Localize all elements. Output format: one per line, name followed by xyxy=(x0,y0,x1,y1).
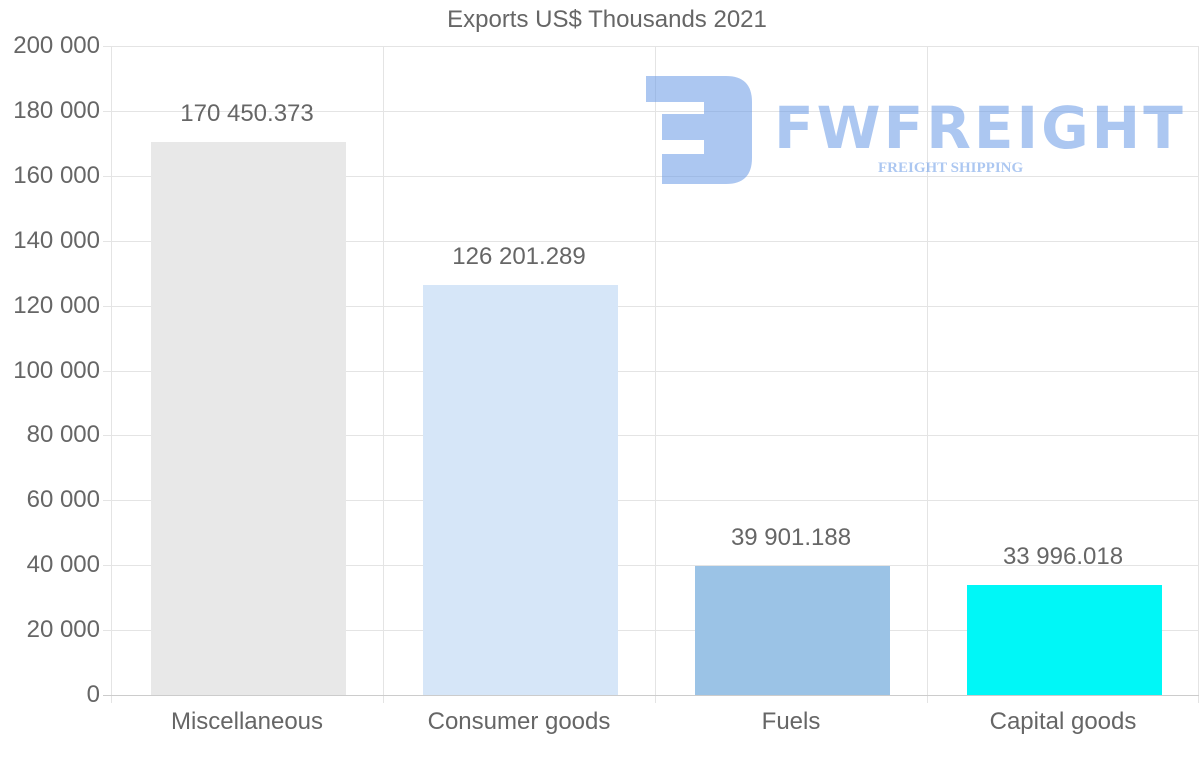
watermark-logo: FWFREIGHT FREIGHT SHIPPING xyxy=(646,72,1183,187)
h-gridline xyxy=(103,175,1199,177)
y-tick-label: 40 000 xyxy=(26,551,100,579)
v-gridline xyxy=(927,46,928,703)
h-gridline xyxy=(103,565,1199,567)
y-tick-label: 140 000 xyxy=(13,226,100,254)
y-tick-label: 100 000 xyxy=(13,356,100,384)
v-gridline xyxy=(655,46,656,703)
y-tick-label: 80 000 xyxy=(26,421,100,449)
h-gridline xyxy=(103,695,1199,696)
h-gridline xyxy=(103,630,1199,632)
h-gridline xyxy=(103,435,1199,437)
watermark-tagline: FREIGHT SHIPPING xyxy=(878,160,1024,176)
v-gridline xyxy=(1198,46,1199,703)
x-tick-label: Miscellaneous xyxy=(170,708,324,735)
h-gridline xyxy=(103,370,1199,372)
y-tick-label: 180 000 xyxy=(13,96,100,124)
y-tick-label: 20 000 xyxy=(26,616,100,644)
bar-value-label: 126 201.289 xyxy=(452,243,586,271)
watermark-brand: FWFREIGHT xyxy=(774,94,1186,162)
bar-value-label: 33 996.018 xyxy=(1002,542,1124,570)
fwfreight-logo-icon xyxy=(646,76,752,184)
y-tick-label: 120 000 xyxy=(13,291,100,319)
h-gridline xyxy=(103,46,1199,47)
y-tick-label: 60 000 xyxy=(26,486,100,514)
h-gridline xyxy=(103,500,1199,502)
v-gridline xyxy=(111,46,112,703)
y-tick-label: 0 xyxy=(86,681,100,708)
x-tick-label: Fuels xyxy=(761,708,821,735)
h-gridline xyxy=(103,240,1199,242)
chart-title: Exports US$ Thousands 2021 xyxy=(447,6,767,33)
h-gridline xyxy=(103,110,1199,112)
x-tick-label: Capital goods xyxy=(989,708,1137,735)
bar-value-label: 170 450.373 xyxy=(180,99,314,127)
bar-capital-goods[interactable] xyxy=(966,584,1162,695)
y-tick-label: 160 000 xyxy=(13,161,100,189)
bar-value-label: 39 901.188 xyxy=(730,523,852,551)
plot-area: 170 450.373 126 201.289 39 901.188 33 996.0… xyxy=(103,46,1199,703)
h-gridline xyxy=(103,305,1199,307)
y-tick-label: 200 000 xyxy=(13,32,100,59)
bar-fuels[interactable] xyxy=(694,565,890,695)
bar-consumer-goods[interactable] xyxy=(422,285,618,695)
bar-miscellaneous[interactable] xyxy=(150,141,346,695)
v-gridline xyxy=(383,46,384,703)
x-tick-label: Consumer goods xyxy=(427,708,611,735)
